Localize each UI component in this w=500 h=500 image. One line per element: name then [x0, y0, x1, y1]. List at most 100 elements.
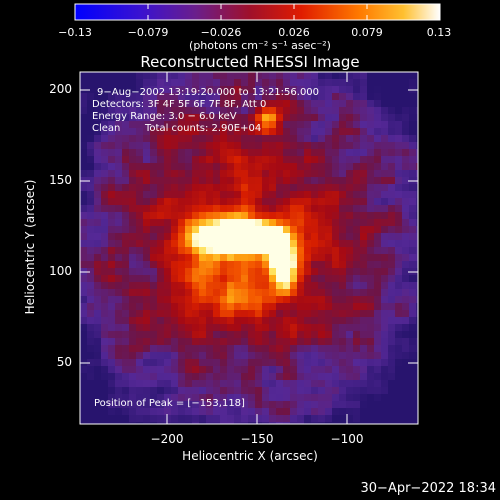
heatmap-cell — [241, 254, 249, 262]
heatmap-cell — [150, 303, 158, 311]
heatmap-cell — [416, 198, 418, 206]
heatmap-cell — [311, 359, 319, 367]
heatmap-cell — [101, 128, 109, 136]
heatmap-cell — [234, 289, 242, 297]
heatmap-cell — [311, 226, 319, 234]
heatmap-cell — [227, 240, 235, 248]
heatmap-cell — [150, 366, 158, 374]
heatmap-cell — [171, 408, 179, 416]
heatmap-cell — [332, 142, 340, 150]
heatmap-cell — [262, 310, 270, 318]
heatmap-cell — [157, 401, 165, 409]
heatmap-cell — [157, 93, 165, 101]
heatmap-cell — [318, 415, 326, 423]
heatmap-cell — [178, 79, 186, 87]
heatmap-cell — [199, 254, 207, 262]
heatmap-cell — [283, 387, 291, 395]
heatmap-cell — [332, 149, 340, 157]
heatmap-cell — [241, 149, 249, 157]
heatmap-cell — [129, 121, 137, 129]
heatmap-cell — [150, 170, 158, 178]
heatmap-cell — [108, 184, 116, 192]
heatmap-cell — [416, 282, 418, 290]
x-tick-label: −200 — [150, 432, 184, 446]
heatmap-cell — [304, 114, 312, 122]
heatmap-cell — [199, 184, 207, 192]
heatmap-cell — [325, 324, 333, 332]
heatmap-cell — [185, 212, 193, 220]
heatmap-cell — [248, 86, 256, 94]
heatmap-cell — [353, 296, 361, 304]
heatmap-cell — [346, 310, 354, 318]
heatmap-cell — [157, 79, 165, 87]
heatmap-cell — [388, 338, 396, 346]
heatmap-cell — [416, 191, 418, 199]
heatmap-cell — [213, 72, 221, 80]
heatmap-cell — [248, 268, 256, 276]
heatmap-cell — [332, 156, 340, 164]
heatmap-cell — [248, 128, 256, 136]
heatmap-cell — [101, 142, 109, 150]
heatmap-cell — [388, 366, 396, 374]
heatmap-cell — [297, 254, 305, 262]
heatmap-cell — [192, 240, 200, 248]
heatmap-cell — [143, 191, 151, 199]
heatmap-cell — [255, 387, 263, 395]
heatmap-cell — [318, 331, 326, 339]
heatmap-cell — [234, 380, 242, 388]
heatmap-cell — [318, 121, 326, 129]
heatmap-cell — [318, 240, 326, 248]
heatmap-cell — [311, 408, 319, 416]
heatmap-cell — [248, 170, 256, 178]
heatmap-cell — [339, 79, 347, 87]
heatmap-cell — [87, 380, 95, 388]
heatmap-cell — [381, 107, 389, 115]
heatmap-cell — [87, 79, 95, 87]
heatmap-cell — [213, 128, 221, 136]
heatmap-cell — [192, 121, 200, 129]
heatmap-cell — [374, 72, 382, 80]
heatmap-cell — [136, 282, 144, 290]
heatmap-cell — [269, 352, 277, 360]
heatmap-cell — [227, 261, 235, 269]
heatmap-cell — [248, 422, 256, 424]
heatmap-cell — [150, 338, 158, 346]
heatmap-cell — [332, 240, 340, 248]
heatmap-cell — [164, 72, 172, 80]
heatmap-cell — [283, 324, 291, 332]
heatmap-cell — [150, 233, 158, 241]
heatmap-cell — [325, 296, 333, 304]
heatmap-cell — [395, 415, 403, 423]
heatmap-cell — [416, 156, 418, 164]
heatmap-cell — [108, 240, 116, 248]
heatmap-cell — [381, 149, 389, 157]
heatmap-cell — [367, 310, 375, 318]
heatmap-cell — [311, 422, 319, 424]
heatmap-cell — [388, 422, 396, 424]
heatmap-cell — [269, 373, 277, 381]
heatmap-cell — [325, 226, 333, 234]
heatmap-cell — [304, 282, 312, 290]
heatmap-cell — [129, 198, 137, 206]
heatmap-cell — [416, 254, 418, 262]
heatmap-cell — [150, 72, 158, 80]
heatmap-cell — [276, 135, 284, 143]
heatmap-cell — [248, 338, 256, 346]
heatmap-cell — [311, 331, 319, 339]
heatmap-cell — [304, 296, 312, 304]
heatmap-cell — [409, 254, 417, 262]
heatmap-cell — [255, 233, 263, 241]
heatmap-cell — [178, 247, 186, 255]
heatmap-cell — [255, 275, 263, 283]
heatmap-cell — [164, 261, 172, 269]
heatmap-cell — [416, 163, 418, 171]
heatmap-cell — [339, 359, 347, 367]
heatmap-cell — [129, 233, 137, 241]
heatmap-cell — [304, 317, 312, 325]
heatmap-cell — [248, 317, 256, 325]
heatmap-cell — [353, 401, 361, 409]
heatmap-cell — [395, 163, 403, 171]
heatmap-cell — [220, 338, 228, 346]
heatmap-cell — [136, 366, 144, 374]
heatmap-cell — [255, 373, 263, 381]
